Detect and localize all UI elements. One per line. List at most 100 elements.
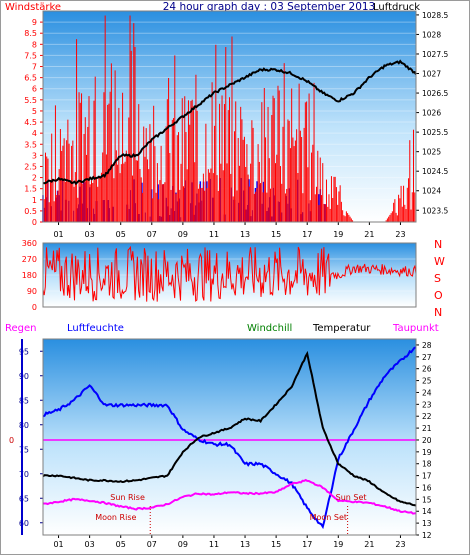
direction-tick-label: 180 — [22, 271, 37, 280]
temperature-line — [42, 350, 417, 507]
wind-tick-label: 4 — [32, 129, 37, 138]
humidity-tick-label: 65 — [19, 494, 29, 503]
sun-set-label: Sun Set — [336, 493, 367, 502]
pressure-tick-label: 1027.5 — [422, 50, 448, 59]
moon-rise-label: Moon Rise — [95, 513, 136, 522]
x-tick-label: 11 — [209, 230, 219, 239]
legend-windchill: Windchill — [247, 323, 292, 334]
wind-tick-label: 6 — [32, 85, 37, 94]
x-tick-label: 13 — [240, 230, 250, 239]
wind-tick-label: 4.5 — [24, 118, 37, 127]
rain-zero-label: 0 — [9, 436, 14, 445]
wind-tick-label: 1.5 — [24, 185, 37, 194]
temperature-tick-label: 18 — [422, 460, 432, 469]
wind-tick-label: 8 — [32, 40, 37, 49]
humidity-line — [42, 346, 417, 530]
wind-tick-label: 2 — [32, 174, 37, 183]
humidity-tick-label: 90 — [19, 372, 29, 381]
x-tick-label: 19 — [333, 540, 343, 549]
pressure-tick-label: 1028 — [422, 30, 441, 39]
temperature-tick-label: 26 — [422, 365, 432, 374]
x-tick-label: 07 — [147, 540, 157, 549]
pressure-tick-label: 1024.5 — [422, 167, 448, 176]
temperature-frame — [42, 338, 417, 536]
x-tick-label: 13 — [240, 540, 250, 549]
x-tick-label: 03 — [85, 230, 95, 239]
legend-rain: Regen — [5, 323, 37, 334]
temperature-tick-label: 13 — [422, 519, 432, 528]
x-tick-label: 23 — [395, 540, 405, 549]
x-tick-label: 09 — [178, 540, 188, 549]
wind-tick-label: 8.5 — [24, 29, 37, 38]
wind-tick-label: 1 — [32, 196, 37, 205]
wind-tick-label: 6.5 — [24, 74, 37, 83]
wind-tick-label: 0 — [32, 218, 37, 227]
humidity-tick-label: 80 — [19, 421, 29, 430]
temperature-layer: 60 65 70 75 80 85 90 95 12 13 14 15 16 17 18 19 20 21 22 23… — [9, 338, 432, 549]
temperature-tick-label: 16 — [422, 483, 432, 492]
moon-set-label: Moon Set — [310, 513, 347, 522]
pressure-tick-label: 1026.5 — [422, 89, 448, 98]
temperature-tick-label: 19 — [422, 448, 432, 457]
wind-direction-frame — [42, 242, 417, 308]
temperature-tick-label: 24 — [422, 388, 432, 397]
temperature-tick-label: 23 — [422, 400, 432, 409]
direction-tick-label: 270 — [22, 255, 37, 264]
graph-title: 24 hour graph day : 03 September 2013 — [163, 1, 375, 13]
temperature-tick-label: 22 — [422, 412, 432, 421]
humidity-tick-label: 85 — [19, 396, 29, 405]
pressure-tick-label: 1028.5 — [422, 11, 448, 20]
temperature-tick-label: 20 — [422, 436, 432, 445]
pressure-line — [42, 59, 417, 186]
pressure-axis-title: Luftdruck — [373, 2, 420, 13]
humidity-tick-label: 70 — [19, 470, 29, 479]
x-tick-label: 05 — [116, 540, 126, 549]
x-tick-label: 09 — [178, 230, 188, 239]
pressure-tick-label: 1025.5 — [422, 128, 448, 137]
direction-tick-label: 0 — [32, 303, 37, 312]
x-tick-label: 07 — [147, 230, 157, 239]
legend-dewpoint: Taupunkt — [392, 323, 439, 334]
temperature-tick-label: 15 — [422, 495, 432, 504]
legend-humidity: Luftfeuchte — [67, 323, 124, 334]
humidity-tick-label: 95 — [19, 347, 29, 356]
x-tick-label: 11 — [209, 540, 219, 549]
x-tick-label: 21 — [364, 230, 374, 239]
temperature-tick-label: 27 — [422, 353, 432, 362]
wind-tick-label: 5 — [32, 107, 37, 116]
x-tick-label: 01 — [53, 540, 63, 549]
temperature-plot — [43, 339, 416, 535]
wind-tick-label: 7.5 — [24, 51, 37, 60]
wind-tick-label: 0.5 — [24, 207, 37, 216]
sun-rise-label: Sun Rise — [110, 493, 145, 502]
dewpoint-line — [43, 478, 417, 515]
x-tick-label: 15 — [271, 230, 281, 239]
pressure-tick-label: 1024 — [422, 187, 441, 196]
legend-temperature: Temperatur — [312, 323, 371, 334]
direction-tick-label: 360 — [22, 239, 37, 248]
pressure-tick-label: 1026 — [422, 109, 441, 118]
wind-tick-label: 3.5 — [24, 140, 37, 149]
compass-label: O — [434, 289, 443, 302]
x-tick-label: 23 — [395, 230, 405, 239]
temperature-tick-label: 14 — [422, 507, 432, 516]
temperature-tick-label: 25 — [422, 377, 432, 386]
compass-label: N — [434, 238, 442, 251]
wind-tick-label: 7 — [32, 63, 37, 72]
x-tick-label: 19 — [333, 230, 343, 239]
x-tick-label: 21 — [364, 540, 374, 549]
humidity-tick-label: 75 — [19, 445, 29, 454]
temperature-tick-label: 17 — [422, 472, 432, 481]
temperature-tick-label: 12 — [422, 531, 432, 540]
x-tick-label: 03 — [85, 540, 95, 549]
wind-pressure-layer: 0 0.5 1 1.5 2 2.5 3 3.5 4 4.5 5 5.5 6 6.5 7 7.5 8 8.5 9 102… — [24, 10, 448, 239]
wind-axis-title: Windstärke — [5, 2, 61, 13]
temperature-tick-label: 28 — [422, 341, 432, 350]
wind-tick-label: 5.5 — [24, 96, 37, 105]
wind-direction-line — [42, 245, 417, 302]
x-tick-label: 15 — [271, 540, 281, 549]
wind-tick-label: 2.5 — [24, 162, 37, 171]
